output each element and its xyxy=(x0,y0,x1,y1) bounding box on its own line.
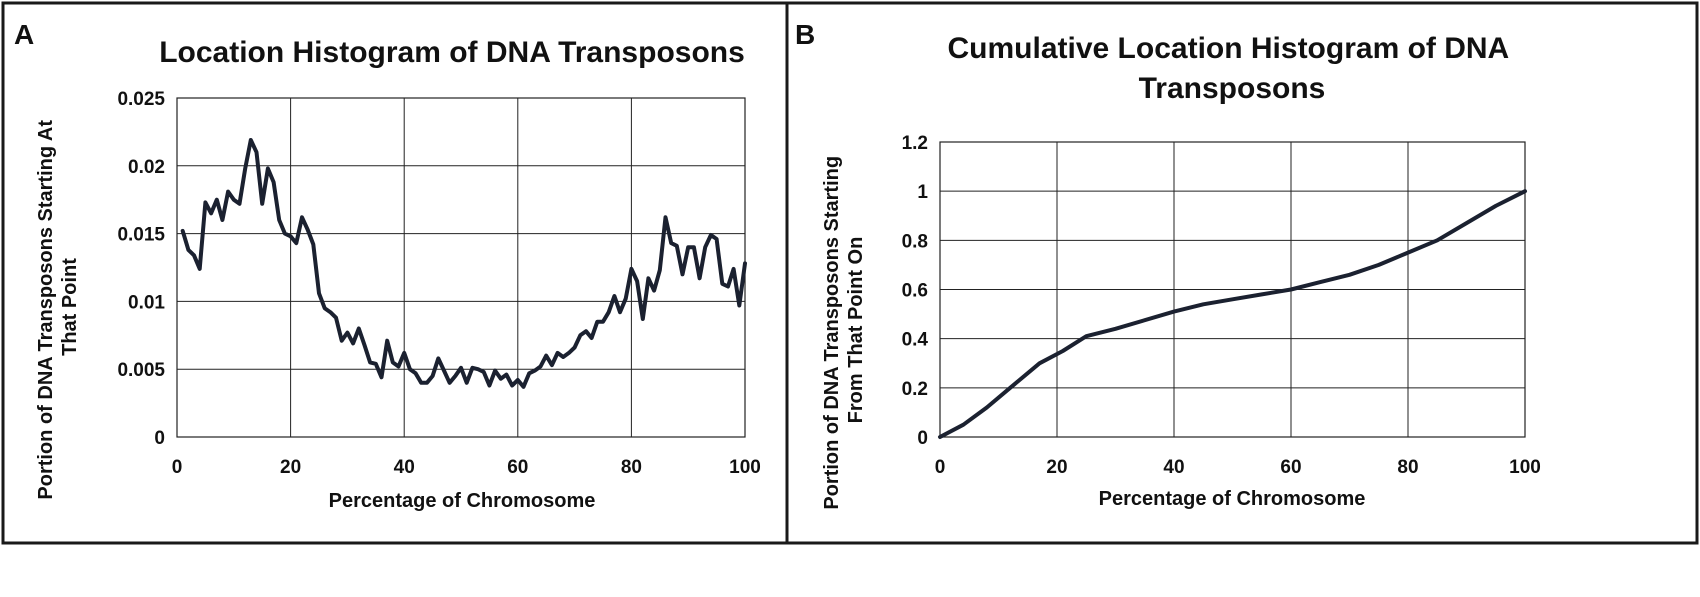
panel-b-title-line-1: Cumulative Location Histogram of DNA xyxy=(948,32,1509,65)
panel-b-x-axis-label: Percentage of Chromosome xyxy=(1099,488,1366,510)
panel-b-y-tick-label: 0.6 xyxy=(902,281,928,302)
panel-b-x-tick-label: 100 xyxy=(1509,457,1541,478)
panel-a-y-ticks: 0 0.005 0.01 0.015 0.02 0.025 xyxy=(117,89,165,449)
panel-b-y-label-line-1: Portion of DNA Transposons Starting xyxy=(821,156,843,510)
panel-b-y-tick-label: 0.2 xyxy=(902,379,928,400)
panel-b-series-line xyxy=(938,189,1527,439)
panel-a-y-tick-label: 0.005 xyxy=(117,360,165,381)
panel-b-y-tick-label: 0.4 xyxy=(902,330,929,351)
panel-a-x-tick-label: 20 xyxy=(280,457,301,478)
panel-b-x-tick-label: 20 xyxy=(1046,457,1067,478)
panel-a-series-line xyxy=(180,138,747,389)
panel-b-title: Cumulative Location Histogram of DNA Tra… xyxy=(948,32,1517,105)
panel-b-letter: B xyxy=(795,19,815,50)
panel-a-y-label-line-1: Portion of DNA Transposons Starting At xyxy=(35,120,57,500)
panel-b-frame xyxy=(785,1,1699,545)
panel-b-y-axis-label: Portion of DNA Transposons Starting From… xyxy=(821,150,867,509)
panel-b-x-tick-label: 40 xyxy=(1163,457,1184,478)
panel-a-letter: A xyxy=(14,19,34,50)
panel-b-y-tick-label: 1 xyxy=(917,182,928,203)
panel-a-x-axis-label: Percentage of Chromosome xyxy=(329,490,596,512)
panel-a-x-ticks: 0 20 40 60 80 100 xyxy=(172,457,761,478)
panel-b-x-tick-label: 80 xyxy=(1397,457,1418,478)
panel-a-y-tick-label: 0.015 xyxy=(117,225,165,246)
panel-b-y-tick-label: 0.8 xyxy=(902,231,928,252)
panel-a-x-tick-label: 60 xyxy=(507,457,528,478)
panel-b-y-label-line-2: From That Point On xyxy=(845,237,867,424)
panel-b-y-tick-label: 1.2 xyxy=(902,133,928,154)
panel-a: A Location Histogram of DNA Transposons … xyxy=(1,1,789,545)
panel-a-x-tick-label: 80 xyxy=(621,457,642,478)
panel-b: B Cumulative Location Histogram of DNA T… xyxy=(785,1,1699,545)
panel-b-y-ticks: 0 0.2 0.4 0.6 0.8 1 1.2 xyxy=(902,133,929,449)
panel-b-title-line-2: Transposons xyxy=(1139,72,1326,105)
panel-a-x-tick-label: 0 xyxy=(172,457,183,478)
panel-a-y-tick-label: 0 xyxy=(154,428,165,449)
panel-a-title: Location Histogram of DNA Transposons xyxy=(159,36,745,69)
panel-a-y-tick-label: 0.02 xyxy=(128,157,165,178)
panel-a-x-tick-label: 40 xyxy=(394,457,415,478)
panel-a-x-tick-label: 100 xyxy=(729,457,761,478)
panel-a-y-tick-label: 0.025 xyxy=(117,89,165,110)
panel-b-x-ticks: 0 20 40 60 80 100 xyxy=(935,457,1541,478)
panel-a-y-tick-label: 0.01 xyxy=(128,292,165,313)
panel-b-x-tick-label: 0 xyxy=(935,457,946,478)
panel-b-x-tick-label: 60 xyxy=(1280,457,1301,478)
panel-b-grid xyxy=(939,141,1526,438)
panel-a-y-axis-label: Portion of DNA Transposons Starting At T… xyxy=(35,114,81,499)
panel-b-plot-area xyxy=(939,141,1526,438)
panel-a-y-label-line-2: That Point xyxy=(59,258,81,356)
panel-b-y-tick-label: 0 xyxy=(917,428,928,449)
panel-a-title-line: Location Histogram of DNA Transposons xyxy=(159,36,745,69)
